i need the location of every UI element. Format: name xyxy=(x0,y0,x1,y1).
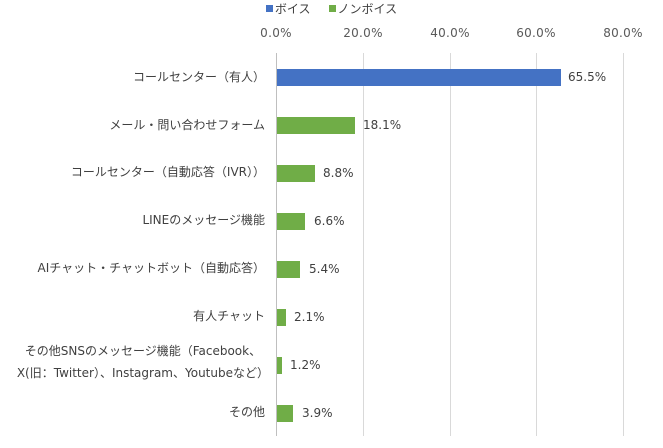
x-tick-40: 40.0% xyxy=(430,26,470,40)
category-label: メール・問い合わせフォーム xyxy=(109,118,265,132)
data-label: 6.6% xyxy=(314,214,345,228)
chart-legend: ボイス ノンボイス xyxy=(0,0,663,16)
bar-voice xyxy=(277,69,561,86)
gridline-60 xyxy=(536,53,537,436)
data-label: 2.1% xyxy=(294,310,325,324)
category-label: LINEのメッセージ機能 xyxy=(142,213,265,227)
category-label: コールセンター（自動応答（IVR）） xyxy=(70,165,265,179)
bar-nonvoice xyxy=(277,309,286,326)
data-label: 5.4% xyxy=(309,262,340,276)
legend-item-voice: ボイス xyxy=(265,0,311,17)
data-label: 1.2% xyxy=(290,358,321,372)
category-label-line1: その他SNSのメッセージ機能（Facebook、 xyxy=(24,344,262,358)
bar-nonvoice xyxy=(277,357,282,374)
x-tick-60: 60.0% xyxy=(516,26,556,40)
category-label: 有人チャット xyxy=(193,309,265,323)
bar-nonvoice xyxy=(277,117,355,134)
data-label: 3.9% xyxy=(302,406,333,420)
gridline-20 xyxy=(363,53,364,436)
gridline-40 xyxy=(450,53,451,436)
data-label: 65.5% xyxy=(568,70,607,84)
x-tick-80: 80.0% xyxy=(603,26,643,40)
data-label: 18.1% xyxy=(363,118,402,132)
y-axis-line xyxy=(276,53,277,436)
legend-label-voice: ボイス xyxy=(274,1,311,16)
legend-label-nonvoice: ノンボイス xyxy=(337,1,398,16)
category-label: コールセンター（有人） xyxy=(132,70,265,84)
data-label: 8.8% xyxy=(323,166,354,180)
bar-nonvoice xyxy=(277,165,315,182)
gridline-80 xyxy=(623,53,624,436)
category-label-line2: X(旧：Twitter）、Instagram、Youtubeなど） xyxy=(16,366,269,380)
category-label: その他SNSのメッセージ機能（Facebook、 X(旧：Twitter）、In… xyxy=(17,340,269,384)
legend-swatch-voice xyxy=(265,4,273,12)
bar-nonvoice xyxy=(277,213,305,230)
category-label: AIチャット・チャットボット（自動応答） xyxy=(37,261,265,275)
x-tick-0: 0.0% xyxy=(260,26,292,40)
legend-swatch-nonvoice xyxy=(328,4,336,12)
legend-item-nonvoice: ノンボイス xyxy=(328,0,398,17)
x-tick-20: 20.0% xyxy=(343,26,383,40)
bar-nonvoice xyxy=(277,405,293,422)
category-label: その他 xyxy=(228,405,265,419)
bar-nonvoice xyxy=(277,261,300,278)
